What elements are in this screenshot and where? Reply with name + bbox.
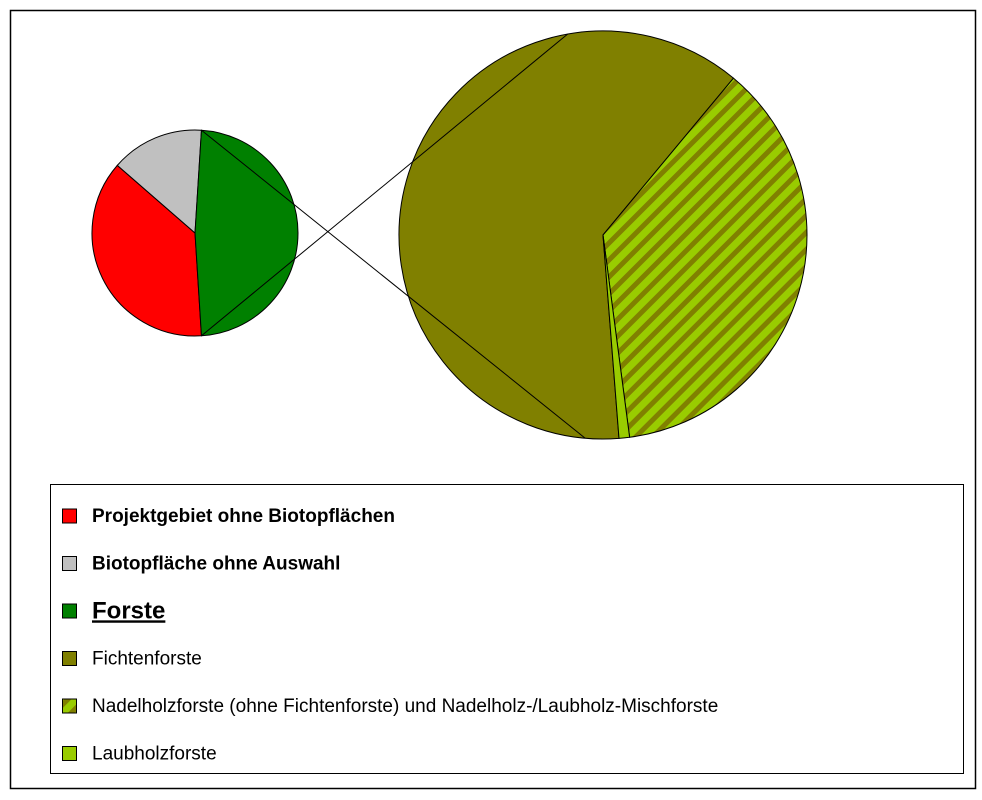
legend-label: Projektgebiet ohne Biotopflächen <box>92 506 395 527</box>
connector-line <box>201 129 586 439</box>
legend-swatch <box>62 746 77 761</box>
legend-swatch <box>62 651 77 666</box>
connector-line <box>201 33 568 337</box>
pie-slice <box>602 77 808 438</box>
legend-swatch <box>62 698 77 714</box>
legend-label: Biotopfläche ohne Auswahl <box>92 554 340 575</box>
pie-slice <box>91 164 202 337</box>
legend-label: Nadelholzforste (ohne Fichtenforste) und… <box>92 696 718 717</box>
legend-box <box>50 484 964 774</box>
pie-slice <box>116 129 202 235</box>
legend-swatch <box>62 603 77 619</box>
legend-swatch <box>62 508 77 524</box>
pie-slice <box>194 129 299 337</box>
pie-slice <box>398 30 735 440</box>
legend-label: Laubholzforste <box>92 744 217 765</box>
legend-swatch <box>62 556 77 571</box>
pie-slice <box>602 234 631 439</box>
legend-label: Forste <box>92 597 165 624</box>
legend-label: Fichtenforste <box>92 649 202 670</box>
